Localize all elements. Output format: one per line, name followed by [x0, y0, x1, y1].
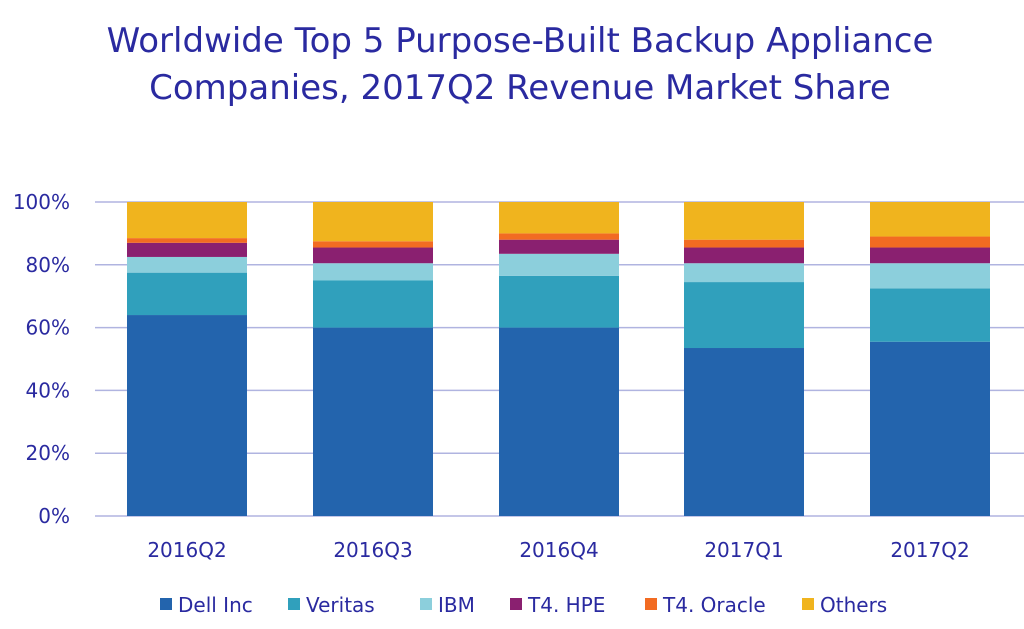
legend-label: Others — [820, 593, 887, 617]
bar-segment — [313, 280, 433, 328]
bar-segment — [684, 202, 804, 240]
y-tick-label: 80% — [26, 253, 70, 277]
legend-swatch — [288, 598, 300, 610]
bar-segment — [127, 256, 247, 273]
legend-swatch — [645, 598, 657, 610]
legend-swatch — [160, 598, 172, 610]
bar-segment — [684, 263, 804, 283]
bar-segment — [127, 315, 247, 516]
legend-swatch — [420, 598, 432, 610]
legend-label: T4. Oracle — [662, 593, 766, 617]
bar-segment — [127, 238, 247, 243]
bar-segment — [870, 236, 990, 248]
y-tick-label: 0% — [38, 504, 70, 528]
y-tick-label: 60% — [26, 316, 70, 340]
x-tick-label: 2017Q2 — [890, 538, 969, 562]
bar-segment — [313, 247, 433, 264]
legend-label: T4. HPE — [527, 593, 605, 617]
bar-segment — [870, 341, 990, 516]
bar-segment — [499, 327, 619, 516]
y-tick-label: 40% — [26, 378, 70, 402]
bar-segment — [870, 263, 990, 289]
x-tick-label: 2016Q3 — [333, 538, 412, 562]
bar-segment — [127, 272, 247, 316]
bar-segment — [870, 288, 990, 342]
bar-segment — [684, 239, 804, 248]
legend-swatch — [510, 598, 522, 610]
bar-segment — [313, 327, 433, 516]
y-tick-label: 20% — [26, 441, 70, 465]
bar-segment — [499, 253, 619, 276]
x-tick-label: 2017Q1 — [704, 538, 783, 562]
bar-segment — [684, 247, 804, 264]
x-tick-label: 2016Q2 — [147, 538, 226, 562]
bar-segment — [870, 247, 990, 264]
bar-segment — [313, 263, 433, 281]
legend-swatch — [802, 598, 814, 610]
legend-label: Dell Inc — [178, 593, 253, 617]
bar-segment — [313, 241, 433, 248]
legend-label: IBM — [438, 593, 475, 617]
x-tick-label: 2016Q4 — [519, 538, 598, 562]
bar-segment — [499, 202, 619, 234]
bar-segment — [127, 242, 247, 257]
bar-segment — [499, 233, 619, 240]
chart-title: Worldwide Top 5 Purpose-Built Backup App… — [106, 21, 934, 108]
bar-segment — [870, 202, 990, 237]
bar-segment — [127, 202, 247, 239]
y-tick-label: 100% — [13, 190, 70, 214]
bar-segment — [684, 282, 804, 349]
bar-segment — [499, 275, 619, 328]
bar-segment — [313, 202, 433, 242]
bar-segment — [684, 348, 804, 516]
bar-segment — [499, 239, 619, 254]
legend-label: Veritas — [306, 593, 375, 617]
